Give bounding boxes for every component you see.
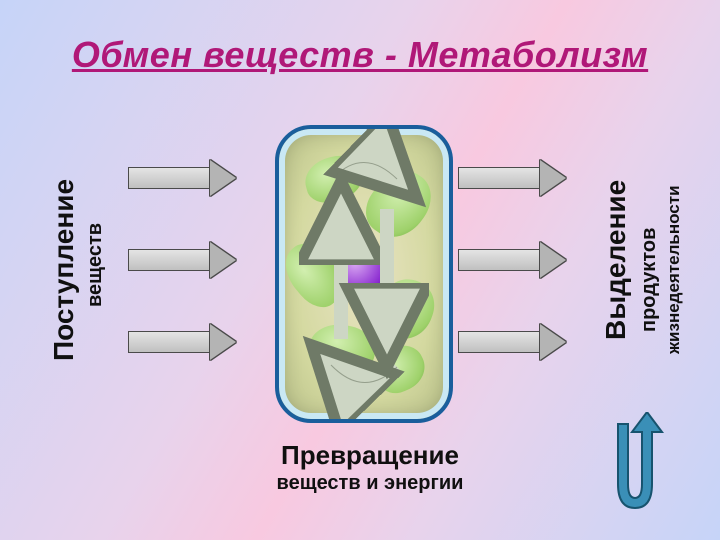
- label-output-sub1: продуктов: [638, 195, 661, 365]
- arrow-icon: [458, 160, 566, 196]
- arrow-icon: [458, 324, 566, 360]
- label-intake-sub: веществ: [84, 190, 107, 340]
- label-transform-sub: веществ и энергии: [240, 472, 500, 495]
- cell-illustration: [275, 125, 453, 423]
- u-turn-arrow: [604, 412, 666, 520]
- label-output-sub2: жизнедеятельности: [664, 120, 684, 420]
- label-output-main: Выделение: [600, 140, 632, 380]
- arrow-icon: [128, 160, 236, 196]
- page-title: Обмен веществ - Метаболизм: [0, 34, 720, 76]
- arrow-icon: [128, 324, 236, 360]
- label-intake-main: Поступление: [48, 140, 80, 400]
- cycle-arrows: [279, 129, 449, 419]
- arrow-icon: [458, 242, 566, 278]
- label-transform-main: Превращение: [240, 440, 500, 471]
- arrow-icon: [128, 242, 236, 278]
